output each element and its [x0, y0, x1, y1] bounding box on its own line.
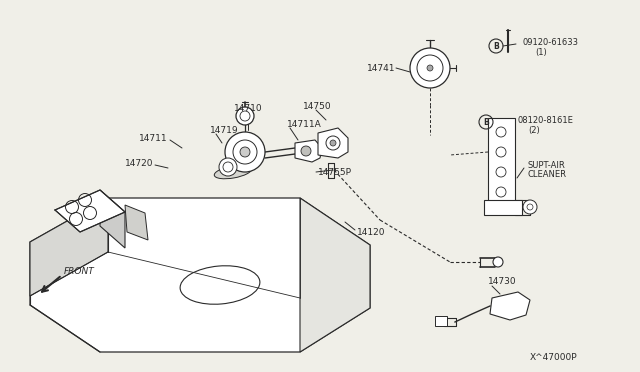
Circle shape [236, 107, 254, 125]
Text: 14719: 14719 [210, 125, 239, 135]
Text: 14711: 14711 [140, 134, 168, 142]
Circle shape [493, 257, 503, 267]
Polygon shape [125, 205, 148, 240]
Text: (1): (1) [535, 48, 547, 57]
Text: 14741: 14741 [367, 64, 395, 73]
Polygon shape [490, 292, 530, 320]
Polygon shape [100, 190, 125, 248]
Text: 14750: 14750 [303, 102, 332, 110]
Circle shape [410, 48, 450, 88]
Text: 14730: 14730 [488, 278, 516, 286]
Text: FRONT: FRONT [64, 267, 95, 276]
Text: SUPT-AIR: SUPT-AIR [528, 160, 566, 170]
Text: CLEANER: CLEANER [528, 170, 567, 179]
Circle shape [219, 158, 237, 176]
Text: 08120-8161E: 08120-8161E [518, 115, 574, 125]
Polygon shape [484, 200, 522, 215]
Circle shape [427, 65, 433, 71]
Circle shape [225, 132, 265, 172]
Circle shape [523, 200, 537, 214]
Text: 14720: 14720 [125, 158, 153, 167]
Polygon shape [318, 128, 348, 158]
Text: 14120: 14120 [357, 228, 385, 237]
Polygon shape [300, 198, 370, 352]
Circle shape [330, 140, 336, 146]
Polygon shape [488, 118, 515, 205]
Polygon shape [30, 198, 108, 296]
Text: X^47000P: X^47000P [530, 353, 578, 362]
Text: B: B [493, 42, 499, 51]
Circle shape [240, 147, 250, 157]
Text: 14755P: 14755P [318, 167, 352, 176]
Text: (2): (2) [528, 125, 540, 135]
Text: 14711A: 14711A [287, 119, 322, 128]
Text: 14710: 14710 [234, 103, 262, 112]
Polygon shape [30, 198, 370, 352]
Text: B: B [483, 118, 489, 126]
Circle shape [301, 146, 311, 156]
Polygon shape [55, 190, 125, 232]
Text: 09120-61633: 09120-61633 [523, 38, 579, 46]
Ellipse shape [214, 165, 252, 179]
Polygon shape [295, 140, 322, 162]
Bar [435, 316, 447, 326]
